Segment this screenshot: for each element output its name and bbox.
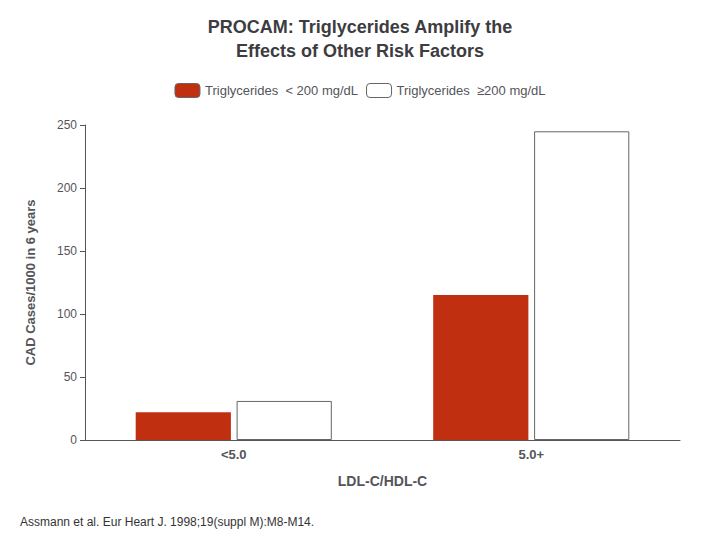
svg-text:Triglycerides ≥200 mg/dL: Triglycerides ≥200 mg/dL xyxy=(397,83,546,98)
svg-text:0: 0 xyxy=(70,433,77,447)
svg-text:Triglycerides < 200 mg/dL: Triglycerides < 200 mg/dL xyxy=(205,83,358,98)
svg-text:100: 100 xyxy=(57,307,77,321)
svg-text:150: 150 xyxy=(57,244,77,258)
svg-text:<5.0: <5.0 xyxy=(221,447,247,462)
svg-text:50: 50 xyxy=(64,370,78,384)
svg-text:PROCAM: Triglycerides Amplify: PROCAM: Triglycerides Amplify the xyxy=(208,17,512,37)
svg-text:CAD Cases/1000 in 6 years: CAD Cases/1000 in 6 years xyxy=(23,199,38,365)
svg-text:Effects of Other Risk Factors: Effects of Other Risk Factors xyxy=(236,41,484,61)
svg-text:200: 200 xyxy=(57,181,77,195)
svg-text:LDL-C/HDL-C: LDL-C/HDL-C xyxy=(338,473,427,489)
svg-text:250: 250 xyxy=(57,118,77,132)
svg-text:Assmann et al. Eur Heart J. 19: Assmann et al. Eur Heart J. 1998;19(supp… xyxy=(20,515,314,529)
svg-text:5.0+: 5.0+ xyxy=(518,447,544,462)
